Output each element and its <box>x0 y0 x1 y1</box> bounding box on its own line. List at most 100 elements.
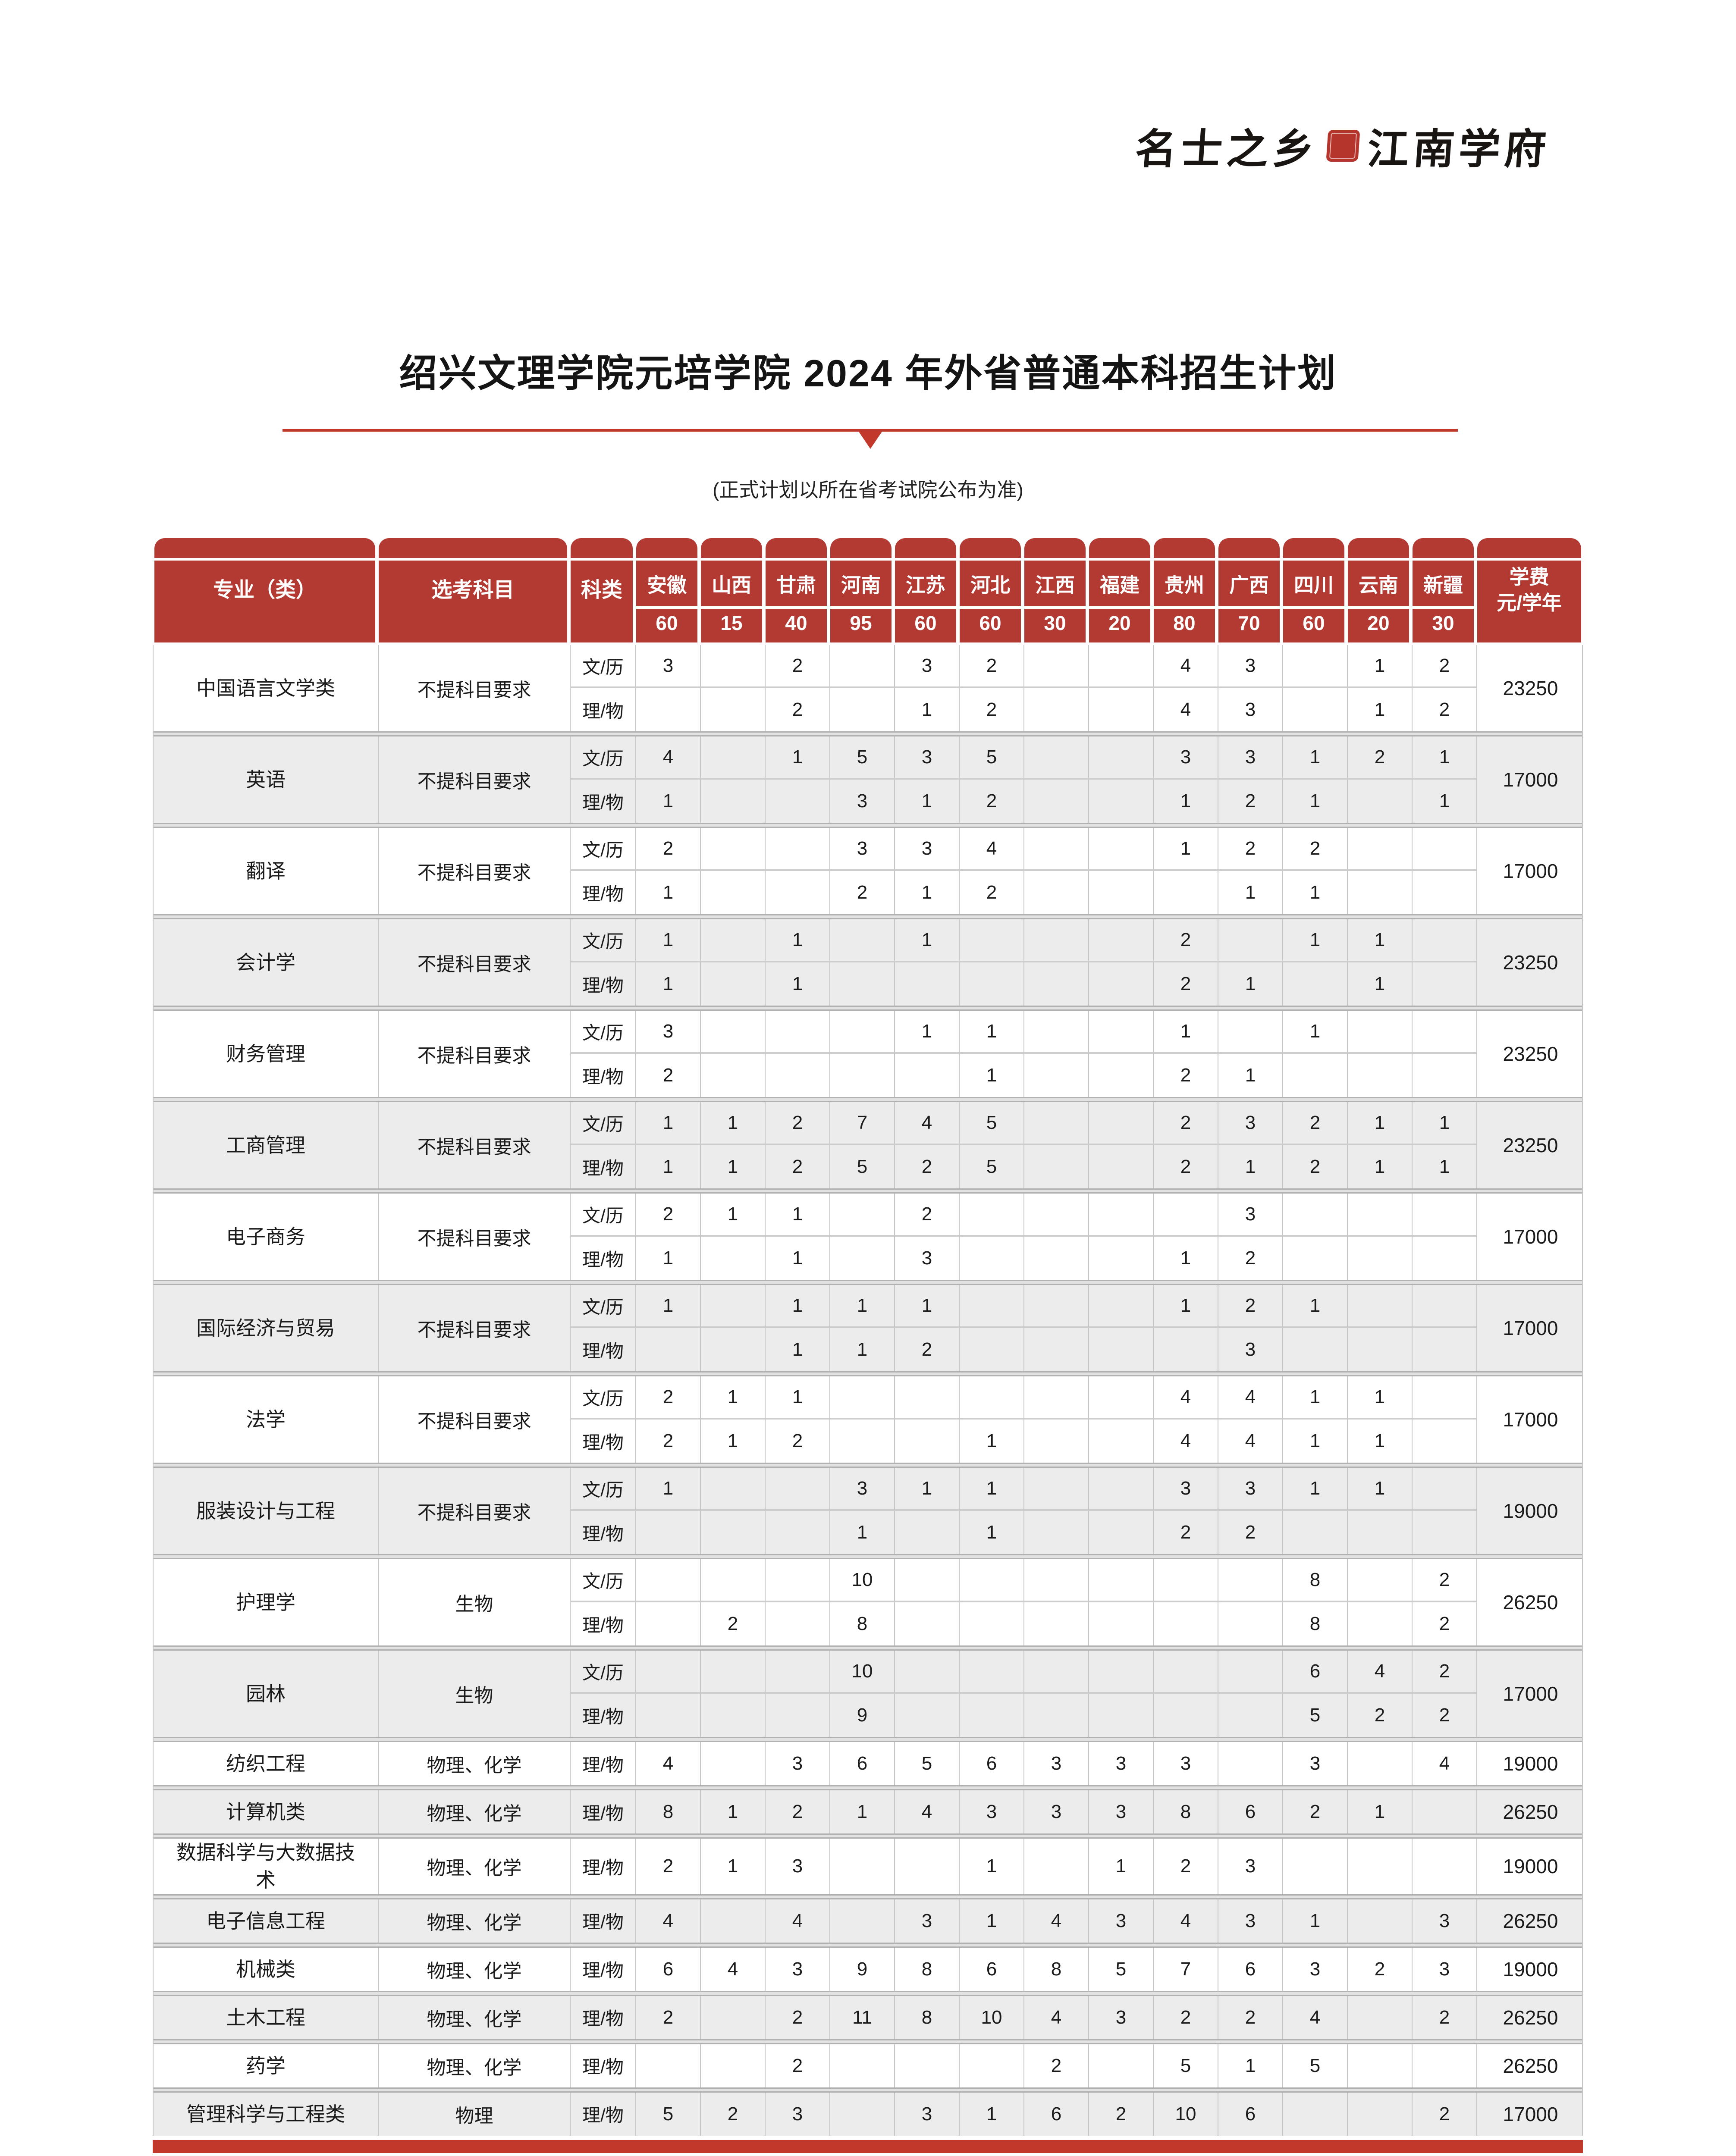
value-cell: 1 <box>700 1839 765 1894</box>
value-cell <box>1088 1194 1153 1237</box>
subjects-cell: 物理 <box>378 2092 570 2136</box>
value-cell <box>1088 780 1153 823</box>
fee-cell: 26250 <box>1476 1996 1584 2039</box>
value-cell: 2 <box>1218 1511 1282 1554</box>
value-cell <box>1023 828 1088 871</box>
value-cell: 2 <box>1023 2044 1088 2087</box>
major-cell: 翻译 <box>246 859 286 882</box>
value-cell: 2 <box>894 1194 959 1237</box>
category-cell: 理/物 <box>570 1328 635 1371</box>
value-cell: 1 <box>1347 1145 1412 1188</box>
value-cell: 5 <box>1088 1947 1153 1991</box>
major-cell: 服装设计与工程 <box>196 1499 335 1522</box>
value-cell: 4 <box>1153 1420 1218 1463</box>
value-cell: 6 <box>829 1742 894 1785</box>
value-cell: 1 <box>1153 1011 1218 1054</box>
value-cell <box>1153 1559 1218 1602</box>
category-cell: 理/物 <box>570 780 635 823</box>
value-cell: 6 <box>1023 2092 1088 2136</box>
value-cell: 6 <box>635 1947 700 1991</box>
value-cell: 2 <box>1088 2092 1153 2136</box>
value-cell: 3 <box>765 2092 829 2136</box>
value-cell <box>829 1011 894 1054</box>
value-cell <box>700 1651 765 1694</box>
value-cell: 6 <box>1218 2092 1282 2136</box>
value-cell <box>1412 1790 1476 1833</box>
category-cell: 理/物 <box>570 871 635 914</box>
value-cell: 8 <box>894 1996 959 2039</box>
subjects-cell: 物理、化学 <box>378 1790 570 1833</box>
value-cell: 1 <box>700 1194 765 1237</box>
value-cell: 2 <box>1153 1102 1218 1145</box>
value-cell: 2 <box>1153 919 1218 962</box>
value-cell: 2 <box>829 871 894 914</box>
value-cell: 1 <box>700 1790 765 1833</box>
value-cell <box>894 962 959 1006</box>
value-cell: 1 <box>1282 871 1347 914</box>
value-cell <box>1023 1559 1088 1602</box>
fee-cell: 26250 <box>1476 1790 1584 1833</box>
value-cell: 1 <box>635 1468 700 1511</box>
value-cell <box>1088 1511 1153 1554</box>
value-cell <box>1347 1996 1412 2039</box>
value-cell: 1 <box>1282 780 1347 823</box>
subjects-cell: 物理、化学 <box>378 1899 570 1943</box>
value-cell: 3 <box>1282 1947 1347 1991</box>
value-cell: 2 <box>1282 828 1347 871</box>
value-cell: 2 <box>1347 1694 1412 1737</box>
major-group: 电子商务 不提科目要求 文/历 2 1 1 2 3 理/物 1 1 3 1 2 17000 <box>154 1194 1582 1280</box>
value-cell: 1 <box>1282 1011 1347 1054</box>
header-province: 新疆 30 <box>1413 538 1474 642</box>
value-cell <box>1412 962 1476 1006</box>
value-cell: 3 <box>1412 1899 1476 1943</box>
value-cell <box>1023 736 1088 780</box>
category-cell: 文/历 <box>570 828 635 871</box>
subjects-cell: 不提科目要求 <box>378 828 570 914</box>
value-cell <box>700 828 765 871</box>
value-cell: 2 <box>1282 1102 1347 1145</box>
value-cell <box>1347 2092 1412 2136</box>
value-cell: 10 <box>1153 2092 1218 2136</box>
value-cell: 5 <box>1282 2044 1347 2087</box>
header-province-quota: 95 <box>850 612 872 635</box>
value-cell <box>959 1559 1023 1602</box>
value-cell: 2 <box>765 1790 829 1833</box>
value-cell <box>700 1054 765 1097</box>
header-province-name: 江苏 <box>906 574 945 597</box>
value-cell: 10 <box>959 1996 1023 2039</box>
value-cell <box>1088 1102 1153 1145</box>
category-cell: 理/物 <box>570 962 635 1006</box>
value-cell <box>894 1420 959 1463</box>
header-province-name: 河南 <box>841 574 881 597</box>
value-cell: 2 <box>765 688 829 731</box>
value-cell: 6 <box>959 1742 1023 1785</box>
value-cell <box>700 962 765 1006</box>
value-cell: 10 <box>829 1559 894 1602</box>
value-cell <box>829 688 894 731</box>
major-cell: 土木工程 <box>226 2006 305 2029</box>
group-separator <box>154 1785 1582 1790</box>
value-cell: 3 <box>1023 1790 1088 1833</box>
value-cell <box>1088 1602 1153 1645</box>
group-separator <box>154 1894 1582 1899</box>
subjects-cell: 不提科目要求 <box>378 645 570 731</box>
major-group: 翻译 不提科目要求 文/历 2 3 3 4 1 2 2 理/物 1 2 1 2 1 1 17000 <box>154 828 1582 914</box>
value-cell: 2 <box>1412 645 1476 688</box>
value-cell: 1 <box>959 1511 1023 1554</box>
value-cell: 2 <box>894 1145 959 1188</box>
value-cell <box>894 1054 959 1097</box>
value-cell <box>1412 1011 1476 1054</box>
value-cell <box>894 1376 959 1420</box>
value-cell <box>700 688 765 731</box>
value-cell <box>1153 871 1218 914</box>
header-province-name: 甘肃 <box>776 574 816 597</box>
header-province-name: 四川 <box>1294 574 1334 597</box>
value-cell: 1 <box>1347 1420 1412 1463</box>
value-cell <box>1218 919 1282 962</box>
value-cell <box>700 1328 765 1371</box>
header-fee-line1: 学费 <box>1509 566 1549 589</box>
header-province: 江苏 60 <box>895 538 956 642</box>
value-cell <box>1347 1328 1412 1371</box>
value-cell <box>894 1694 959 1737</box>
value-cell <box>1347 2044 1412 2087</box>
